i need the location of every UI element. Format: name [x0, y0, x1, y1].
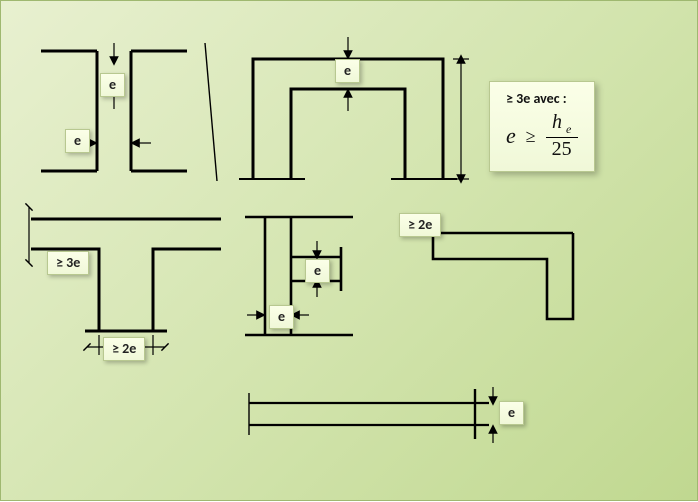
formula-denominator: 25	[546, 138, 578, 161]
label-e-ibeam-web: e	[65, 129, 90, 153]
formula-header: ≥ 3e avec :	[506, 90, 578, 107]
label-e-ibeam-top: e	[100, 73, 125, 97]
formula-box: ≥ 3e avec : e ≥ he 25	[489, 81, 595, 172]
label-e-f-branch: e	[305, 259, 330, 283]
formula-fraction: he 25	[546, 111, 578, 161]
label-2e-l: ≥ 2e	[399, 213, 441, 237]
label-e-portal: e	[335, 59, 360, 83]
formula-eq: e ≥ he 25	[506, 111, 578, 161]
diagram-canvas: e e e ≥ 3e ≥ 2e e e ≥ 2e e ≥ 3e avec : e…	[0, 0, 698, 501]
formula-numerator: he	[546, 111, 577, 137]
label-e-plate: e	[499, 401, 524, 425]
formula-lhs: e	[506, 123, 516, 149]
label-2e-t: ≥ 2e	[103, 337, 145, 361]
formula-op: ≥	[526, 126, 536, 147]
label-3e-t: ≥ 3e	[47, 251, 89, 275]
label-e-f-web: e	[269, 305, 294, 329]
